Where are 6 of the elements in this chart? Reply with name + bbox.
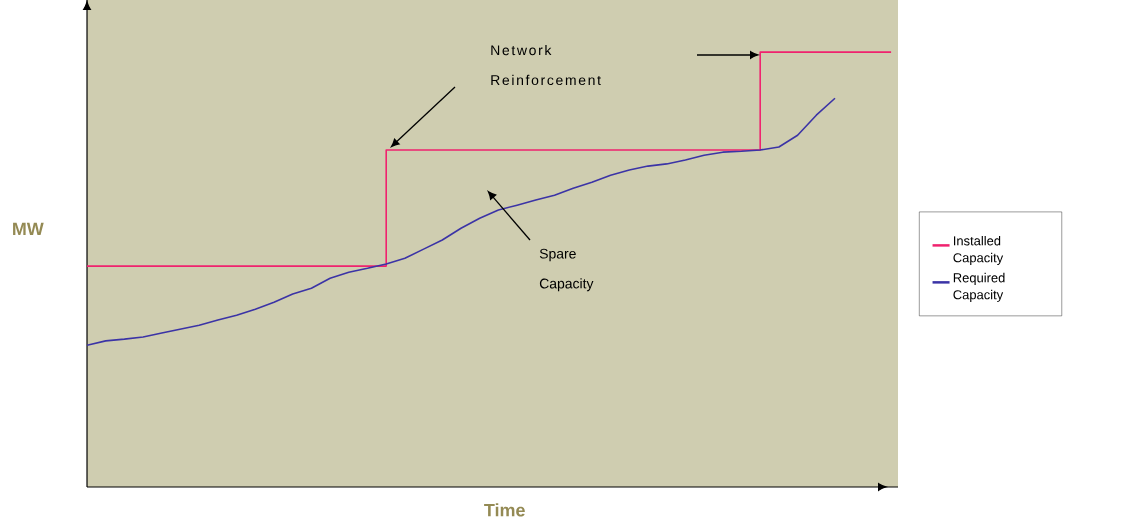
text: Network Reinforcement	[491, 44, 601, 86]
legend-label: Installed Capacity	[953, 235, 1004, 265]
legend-label: Required Capacity	[953, 272, 1005, 302]
text: Spare Capacity	[539, 248, 594, 292]
x-axis-title: Time	[484, 503, 525, 517]
y-axis-title: MW	[13, 222, 44, 236]
